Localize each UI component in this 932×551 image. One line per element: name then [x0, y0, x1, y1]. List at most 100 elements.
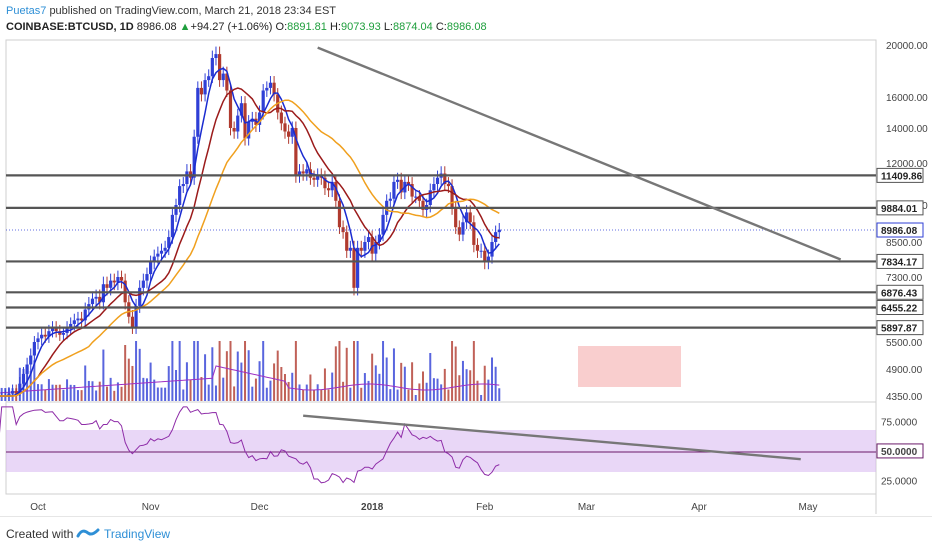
candle-body [239, 103, 243, 116]
candle-body [417, 196, 421, 201]
rsi-tick-label: 50.0000 [881, 447, 918, 458]
volume-bar [37, 384, 39, 401]
volume-bar [69, 384, 72, 401]
volume-bar [273, 363, 276, 401]
close-value: 8986.08 [446, 21, 487, 33]
price-tick-label: 16000.00 [886, 93, 928, 104]
candle-body [141, 280, 145, 288]
volume-bar [392, 348, 395, 401]
time-tick-label: May [799, 502, 818, 513]
last-price: 8986.08 [136, 21, 177, 33]
candle-body [294, 128, 298, 176]
volume-bar [236, 351, 239, 401]
price-trendline[interactable] [317, 46, 842, 261]
candle-body [185, 171, 189, 184]
candle-body [312, 177, 316, 180]
volume-bar [429, 353, 432, 401]
volume-bar [178, 341, 181, 401]
low-value: 8874.04 [393, 21, 433, 33]
volume-bar [498, 388, 501, 401]
candle-body [443, 173, 447, 184]
volume-bar [374, 365, 377, 401]
candle-body [352, 247, 356, 288]
rsi-tick-label: 75.0000 [881, 418, 918, 429]
volume-bar [363, 373, 366, 401]
rsi-trendline[interactable] [303, 414, 801, 461]
volume-bar [327, 389, 330, 401]
volume-bar [425, 382, 428, 401]
level-label: 11409.86 [881, 171, 923, 182]
candle-body [43, 334, 47, 337]
volume-bar [153, 379, 156, 401]
candle-body [40, 334, 44, 339]
volume-bar [26, 370, 29, 401]
candle-body [127, 302, 131, 317]
volume-bars [0, 341, 501, 401]
candle-body [421, 200, 425, 210]
volume-bar [491, 357, 494, 401]
volume-bar [494, 366, 497, 401]
volume-bar [222, 377, 225, 401]
candle-body [316, 175, 320, 180]
price-change: +94.27 (+1.06%) [190, 21, 273, 33]
author-link[interactable]: Puetas7 [6, 5, 47, 17]
candle-body [265, 87, 269, 91]
candle-body [159, 250, 164, 254]
price-tick-label: 7300.00 [886, 273, 923, 284]
candle-body [279, 112, 283, 124]
candle-body [72, 320, 76, 324]
price-chart[interactable]: 20000.0016000.0014000.0012000.0010000.00… [0, 0, 932, 516]
candle-body [170, 214, 174, 238]
candle-body [388, 198, 392, 201]
low-label: L: [383, 21, 393, 33]
volume-bar [127, 358, 130, 401]
volume-bar [331, 372, 334, 401]
candle-body [410, 184, 414, 197]
volume-bar [291, 372, 294, 401]
volume-bar [95, 390, 98, 401]
candle-body [337, 200, 342, 228]
candle-body [250, 118, 254, 122]
volume-bar [29, 371, 32, 401]
volume-bar [167, 366, 170, 401]
volume-bar [454, 346, 457, 401]
volume-bar [407, 389, 410, 401]
time-tick-label: Nov [142, 502, 160, 513]
volume-bar [200, 377, 203, 401]
candle-body [297, 171, 302, 176]
volume-bar [135, 341, 138, 401]
candle-body [178, 186, 182, 205]
candle-body [61, 332, 66, 335]
volume-bar [251, 386, 254, 401]
volume-bar [233, 386, 236, 401]
volume-bar [323, 368, 326, 401]
candle-body [18, 383, 22, 394]
volume-bar [160, 387, 163, 401]
volume-bar [149, 362, 152, 401]
candle-body [301, 171, 305, 174]
volume-bar [302, 389, 305, 401]
tradingview-brand-link[interactable]: TradingView [104, 527, 171, 541]
volume-bar [189, 379, 192, 401]
candle-body [247, 121, 251, 139]
candle-body [345, 232, 349, 251]
volume-bar [214, 385, 217, 401]
level-label-box [876, 200, 924, 216]
volume-bar [164, 387, 167, 401]
volume-bar [229, 341, 232, 401]
candle-body [152, 256, 156, 263]
candle-body [432, 184, 436, 191]
up-arrow-icon: ▲ [179, 21, 191, 33]
volume-bar [247, 350, 250, 401]
candle-body [214, 54, 218, 58]
candle-body [395, 179, 400, 182]
volume-bar [298, 384, 301, 401]
volume-bar [80, 390, 83, 401]
level-label: 8986.08 [881, 226, 918, 237]
level-label: 7834.17 [881, 257, 918, 268]
candle-body [50, 327, 55, 332]
candle-body [272, 82, 276, 95]
time-tick-label: Oct [30, 502, 46, 513]
volume-bar [196, 341, 199, 401]
candle-body [374, 242, 378, 254]
